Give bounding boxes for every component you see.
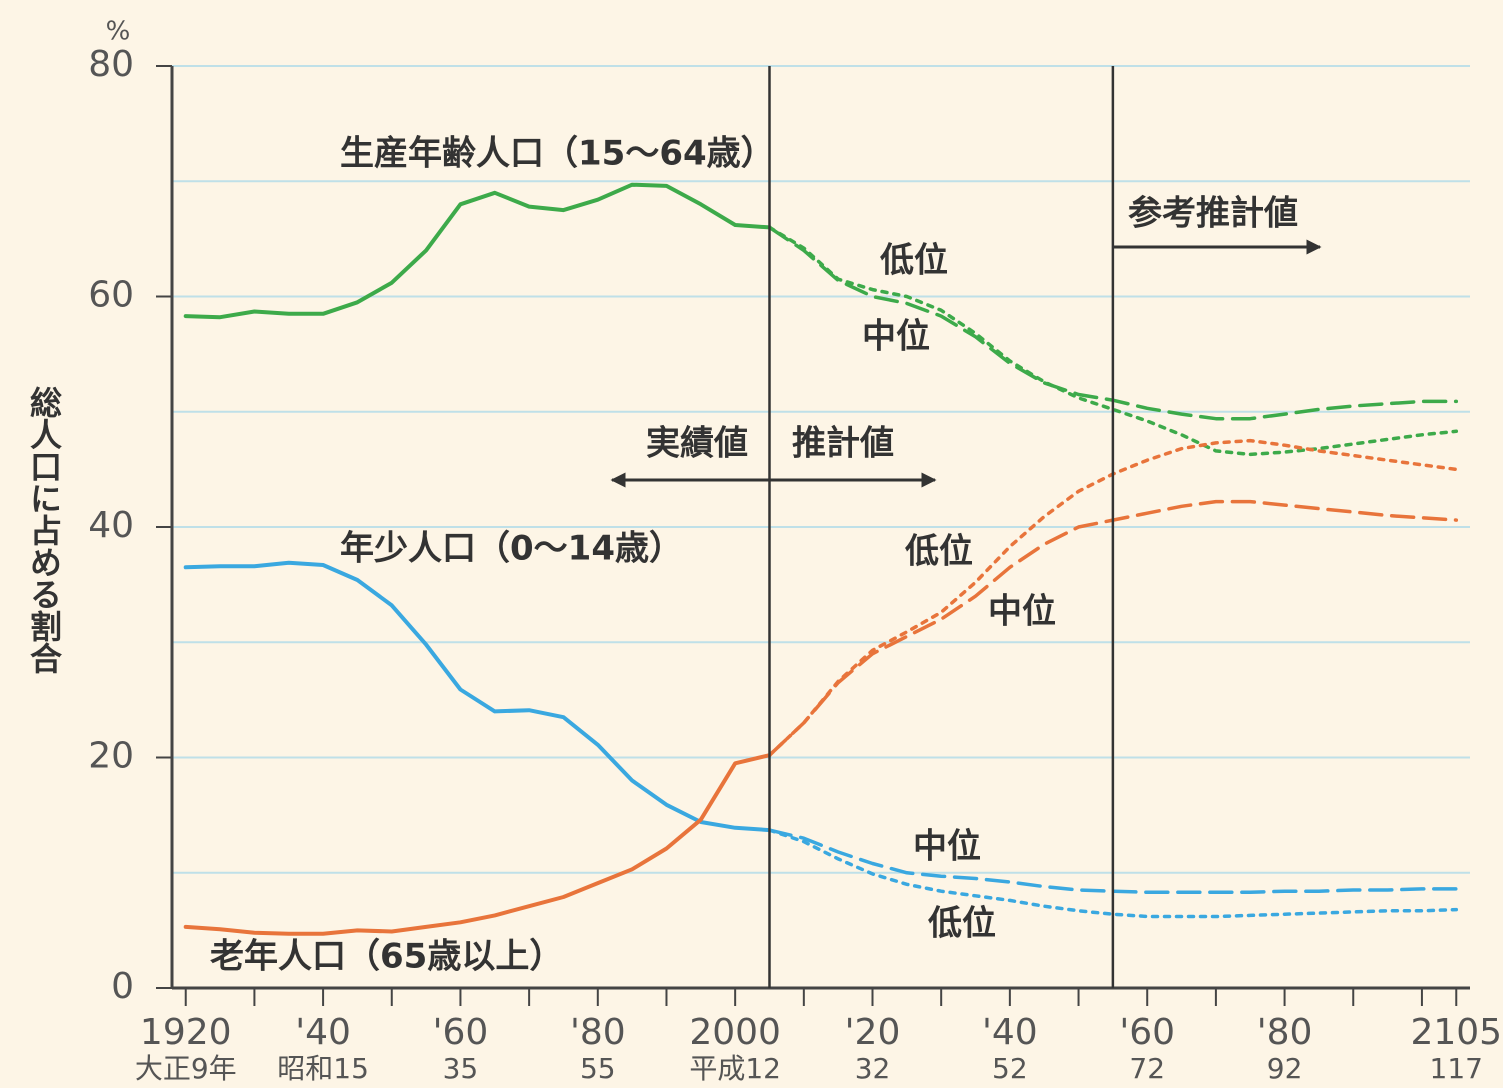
x-tick-era-label: 32 (855, 1052, 891, 1085)
x-tick-era-label: 117 (1430, 1052, 1483, 1085)
annotation: 老年人口（65歳以上） (210, 937, 563, 977)
x-tick-label: 2105 (1410, 1012, 1502, 1053)
annotation: 実績値 (646, 424, 748, 464)
x-tick-era-label: 昭和15 (277, 1052, 369, 1085)
y-axis-label: 総人口に占める割合 (25, 386, 63, 674)
x-tick-era-label: 35 (443, 1052, 479, 1085)
annotation: 年少人口（0～14歳） (340, 529, 683, 569)
series-line (183, 560, 772, 833)
y-tick-label: 40 (88, 505, 134, 546)
series-line (767, 828, 1459, 919)
y-unit: % (106, 17, 131, 47)
series-line (183, 753, 772, 936)
y-tick-label: 20 (88, 736, 134, 777)
x-tick-label: '40 (982, 1012, 1038, 1053)
annotation: 参考推計値 (1128, 194, 1298, 234)
x-tick-label: '60 (433, 1012, 489, 1053)
x-tick-era-label: 55 (580, 1052, 616, 1085)
annotation: 中位 (988, 592, 1056, 632)
x-tick-era-label: 大正9年 (135, 1052, 237, 1085)
annotation: 中位 (913, 827, 981, 867)
x-tick-era-label: 72 (1129, 1052, 1165, 1085)
x-tick-label: 1920 (140, 1012, 232, 1053)
x-tick-era-label: 平成12 (689, 1052, 781, 1085)
annotation: 中位 (862, 317, 930, 357)
x-tick-label: '60 (1119, 1012, 1175, 1053)
annotation: 低位 (880, 241, 948, 281)
series-line (183, 182, 772, 320)
y-tick-label: 0 (111, 966, 134, 1007)
x-tick-label: '40 (295, 1012, 351, 1053)
x-tick-label: '80 (1257, 1012, 1313, 1053)
y-tick-label: 80 (88, 44, 134, 85)
x-tick-label: '20 (845, 1012, 901, 1053)
x-tick-era-label: 52 (992, 1052, 1028, 1085)
annotation: 生産年齢人口（15～64歳） (340, 134, 775, 174)
series-line (767, 225, 1459, 457)
x-tick-era-label: 92 (1267, 1052, 1303, 1085)
x-tick-label: '80 (570, 1012, 626, 1053)
annotation: 低位 (928, 904, 996, 944)
annotation: 低位 (905, 532, 973, 572)
y-tick-label: 60 (88, 275, 134, 316)
x-tick-label: 2000 (689, 1012, 781, 1053)
annotation: 推計値 (792, 424, 894, 464)
